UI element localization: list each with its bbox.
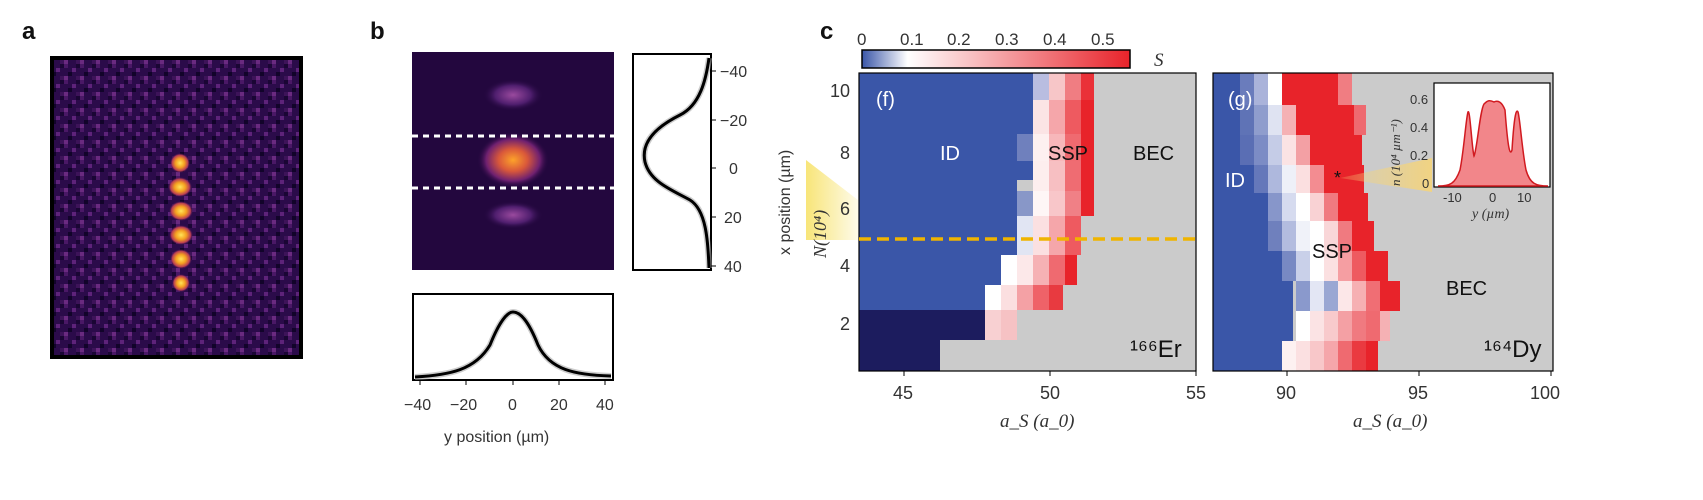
b-y-axis-label: y position (µm): [444, 429, 549, 446]
b-xtick-3: 0: [729, 161, 738, 178]
dy-gradient-cells: [1240, 73, 1400, 371]
c-ytick-6: 6: [840, 199, 850, 219]
dy-region-id: ID: [1225, 170, 1245, 192]
inset-xtick-0: 0: [1489, 190, 1496, 205]
dy-x-axis-label: a_S (a_0): [1353, 411, 1427, 432]
dy-x-axis: 90 95 100 a_S (a_0): [1276, 371, 1560, 432]
er-region-bec: BEC: [1133, 143, 1174, 165]
dy-tag: (g): [1228, 89, 1252, 111]
b-xtick-5: 40: [724, 259, 742, 276]
inset-ytick-02: 0.2: [1410, 148, 1428, 163]
b-x-axis-label: x position (µm): [777, 150, 794, 255]
c-y-axis-label: N(10⁴): [810, 210, 831, 259]
c-ytick-2: 2: [840, 314, 850, 334]
cbar-tick-0: 0: [857, 30, 866, 49]
er-species: ¹⁶⁶Er: [1130, 336, 1182, 363]
b-ytick-2: −20: [450, 397, 477, 414]
dy-xtick-100: 100: [1530, 383, 1560, 403]
inset-x-label: y (µm): [1470, 207, 1510, 222]
colorbar: 0 0.1 0.2 0.3 0.4 0.5 S: [857, 30, 1164, 71]
er-x-axis: 45 50 55 a_S (a_0): [893, 371, 1206, 432]
cbar-tick-5: 0.5: [1091, 30, 1115, 49]
panel-b-right-axis: −40 −20 0 20 40 x position (µm): [711, 64, 794, 276]
b-ytick-4: 20: [550, 397, 568, 414]
panel-a-droplets: [168, 153, 193, 292]
panel-b-image: [412, 52, 614, 270]
cbar-tick-4: 0.4: [1043, 30, 1067, 49]
c-ytick-10: 10: [830, 81, 850, 101]
panel-label-c: c: [820, 18, 834, 45]
b-xtick-1: −40: [720, 64, 747, 81]
b-ytick-5: 40: [596, 397, 614, 414]
er-x-axis-label: a_S (a_0): [1000, 411, 1074, 432]
er-tag: (f): [876, 89, 895, 111]
b-xtick-4: 20: [724, 210, 742, 227]
er-region-ssp: SSP: [1048, 143, 1088, 165]
density-inset: 0 0.2 0.4 0.6 -10 0 10 y (µm) n (10⁴ µm⁻…: [1388, 82, 1551, 222]
c-ytick-4: 4: [840, 256, 850, 276]
panel-label-a: a: [22, 18, 36, 45]
dy-xtick-90: 90: [1276, 383, 1296, 403]
dy-species: ¹⁶⁴Dy: [1484, 336, 1542, 363]
panel-b-vertical-profile: [632, 53, 712, 271]
er-xtick-50: 50: [1040, 383, 1060, 403]
inset-y-label: n (10⁴ µm⁻¹): [1388, 119, 1403, 186]
inset-xtick-10: 10: [1517, 190, 1531, 205]
b-ytick-1: −40: [404, 397, 431, 414]
dy-region-bec: BEC: [1446, 278, 1487, 300]
inset-ytick-04: 0.4: [1410, 120, 1428, 135]
panel-label-b: b: [370, 18, 385, 45]
panel-a-image: [50, 56, 303, 359]
inset-xtick-m10: -10: [1443, 190, 1462, 205]
er-xtick-45: 45: [893, 383, 913, 403]
b-ytick-3: 0: [508, 397, 517, 414]
b-xtick-2: −20: [720, 113, 747, 130]
panel-b-horizontal-profile: −40 −20 0 20 40 y position (µm): [404, 293, 614, 446]
er-ssp-cells: [985, 73, 1094, 340]
cbar-tick-1: 0.1: [900, 30, 924, 49]
dy-xtick-95: 95: [1408, 383, 1428, 403]
c-ytick-8: 8: [840, 143, 850, 163]
er-phase-map: (f) ID SSP BEC ¹⁶⁶Er: [806, 72, 1197, 372]
cbar-tick-3: 0.3: [995, 30, 1019, 49]
er-region-id: ID: [940, 143, 960, 165]
inset-ytick-0: 0: [1422, 176, 1429, 191]
dy-region-ssp: SSP: [1312, 241, 1352, 263]
cbar-symbol: S: [1154, 50, 1164, 71]
dy-marker: *: [1334, 168, 1341, 188]
cbar-tick-2: 0.2: [947, 30, 971, 49]
c-y-axis: 10 8 6 4 2 N(10⁴): [810, 81, 850, 334]
er-xtick-55: 55: [1186, 383, 1206, 403]
inset-ytick-06: 0.6: [1410, 92, 1428, 107]
dy-phase-map: (g) ID SSP BEC ¹⁶⁴Dy *: [1212, 72, 1554, 372]
